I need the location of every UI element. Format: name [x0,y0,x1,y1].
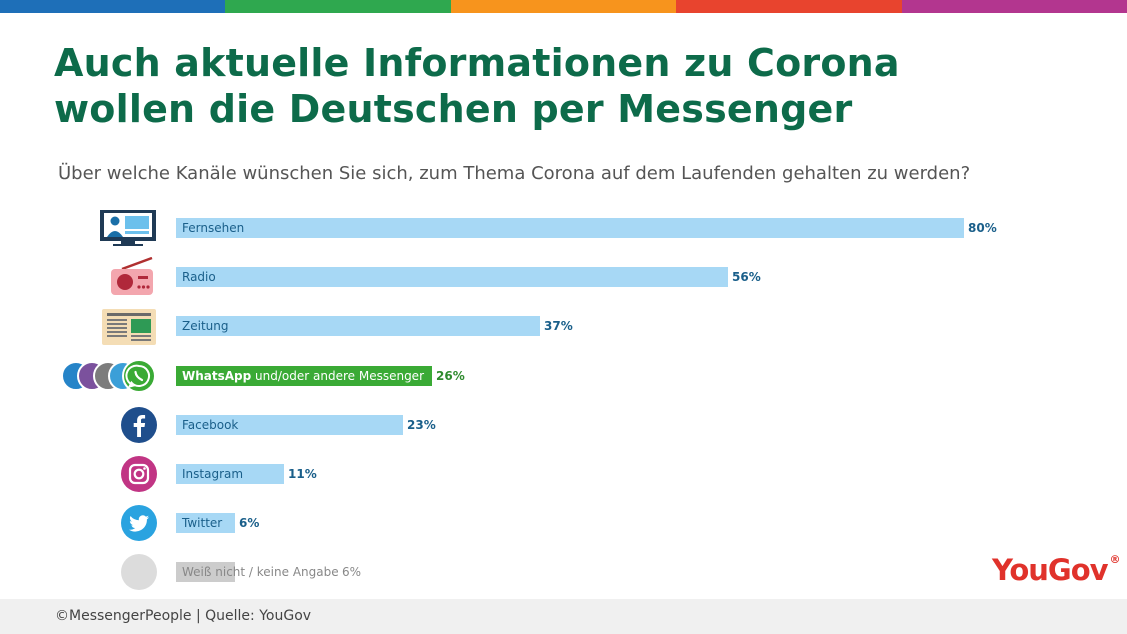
stripe-segment-blue [0,0,226,13]
page-title: Auch aktuelle Informationen zu Corona wo… [54,40,900,132]
bar-label-weiss-nicht: Weiß nicht / keine Angabe [182,565,339,579]
bar-value-radio: 56% [732,270,761,284]
instagram-icon [121,456,157,492]
bar-label-zeitung: Zeitung [182,319,229,333]
stripe-segment-green [225,0,451,13]
facebook-icon [121,407,157,443]
twitter-icon [121,505,157,541]
footer: ©MessengerPeople | Quelle: YouGov [0,599,1127,634]
newspaper-icon [102,309,156,345]
bar-instagram [176,464,284,484]
bar-value-instagram: 11% [288,467,317,481]
bar-fernsehen [176,218,964,238]
bar-label-messenger-rest: und/oder andere Messenger [251,369,424,383]
bar-value-messenger: 26% [436,369,465,383]
bar-radio [176,267,728,287]
title-line-2: wollen die Deutschen per Messenger [54,87,853,131]
title-line-1: Auch aktuelle Informationen zu Corona [54,41,900,85]
bar-value-zeitung: 37% [544,319,573,333]
yougov-logo-text: YouGov [992,553,1109,587]
stripe-segment-red [676,0,902,13]
bar-label-fernsehen: Fernsehen [182,221,245,235]
bar-zeitung [176,316,540,336]
blank-circle-icon [121,554,157,590]
bar-label-twitter: Twitter [182,516,223,530]
tv-icon [100,210,156,246]
bar-messenger [176,366,432,386]
bar-value-weiss-nicht: 6% [342,565,362,579]
bar-value-fernsehen: 80% [968,221,997,235]
bar-label-facebook: Facebook [182,418,239,432]
stripe-segment-orange [450,0,677,13]
bar-label-messenger: WhatsApp und/oder andere Messenger [182,369,424,383]
bar-value-facebook: 23% [407,418,436,432]
bar-twitter [176,513,235,533]
bar-value-twitter: 6% [239,516,260,530]
stripe-segment-magenta [901,0,1127,13]
yougov-logo: YouGov ® [992,553,1121,587]
bar-weiss-nicht [176,562,235,582]
radio-icon [111,257,153,295]
color-stripe [0,0,1127,13]
footer-source: ©MessengerPeople | Quelle: YouGov [55,608,312,624]
bar-label-instagram: Instagram [182,467,244,481]
messenger-apps-icon [61,359,156,393]
registered-mark: ® [1109,553,1121,566]
bar-facebook [176,415,403,435]
bar-label-messenger-bold: WhatsApp [182,369,252,383]
bar-label-radio: Radio [182,270,216,284]
chart-question: Über welche Kanäle wünschen Sie sich, zu… [58,163,971,184]
